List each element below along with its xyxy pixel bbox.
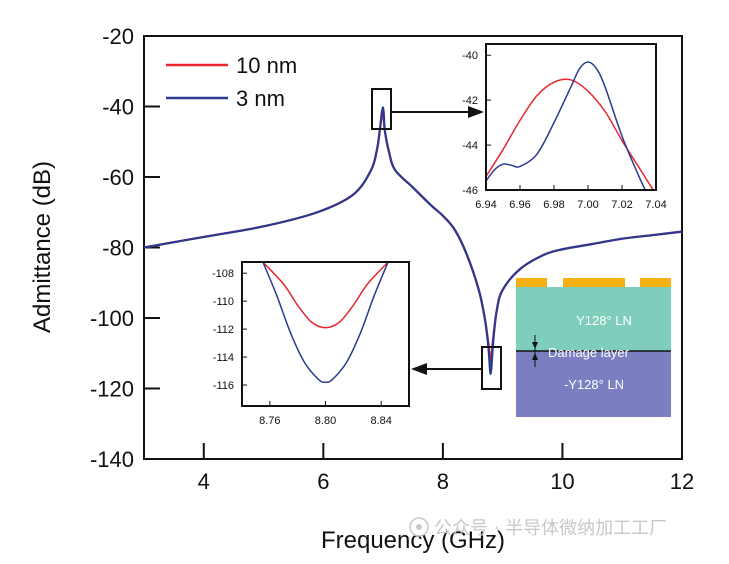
y-axis-label: Admittance (dB) — [29, 161, 56, 333]
main-xtick-label: 10 — [550, 469, 574, 494]
inset-bottom-ytick-label: -108 — [212, 268, 234, 280]
legend-label-3nm: 3 nm — [236, 86, 285, 111]
inset-bottom-plot: 8.76 8.80 8.84 -108 -110 -112 -114 -116 — [212, 261, 410, 427]
inset-bottom-background — [242, 262, 409, 406]
inset-top-ytick-label: -40 — [462, 50, 478, 62]
main-ytick-label: -20 — [102, 24, 134, 49]
inset-top-xtick-label: 6.98 — [543, 199, 564, 211]
main-xtick-label: 12 — [670, 469, 694, 494]
watermark-logo-dot-icon — [416, 524, 422, 530]
inset-top-xtick-label: 7.02 — [611, 199, 632, 211]
inset-top-ytick-label: -44 — [462, 140, 478, 152]
watermark-logo-icon — [409, 517, 429, 537]
inset-bottom-ytick-label: -112 — [213, 324, 234, 336]
inset-bottom-xtick-label: 8.80 — [315, 415, 336, 427]
main-xtick-label: 6 — [317, 469, 329, 494]
inset-bottom-lines — [262, 262, 389, 384]
main-ytick-label: -60 — [102, 165, 134, 190]
inset-top-frame — [485, 43, 657, 191]
watermark-text: 公众号 · 半导体微纳加工工厂 — [434, 518, 667, 539]
inset-bottom-series-3nm — [262, 262, 389, 384]
main-ytick-label: -120 — [90, 377, 134, 402]
inset-top-xtick-label: 6.94 — [475, 199, 496, 211]
main-xtick-label: 4 — [198, 469, 210, 494]
zoom-markers — [371, 88, 502, 390]
inset-top-plot: 6.94 6.96 6.98 7.00 7.02 7.04 -40 -42 -44 -46 — [462, 43, 667, 211]
main-series-3nm — [143, 106, 683, 375]
inset-bottom-series-10nm — [262, 262, 389, 329]
inset-bottom-xtick-label: 8.76 — [259, 415, 280, 427]
inset-bottom-xtick-label: 8.84 — [370, 415, 391, 427]
inset-bottom-ytick-label: -114 — [213, 352, 234, 364]
inset-top-ticks: 6.94 6.96 6.98 7.00 7.02 7.04 -40 -42 -44 -46 — [462, 50, 667, 211]
arrowhead-bottom-inset — [411, 363, 427, 375]
electrode-3 — [640, 278, 671, 287]
top-layer — [516, 287, 671, 351]
inset-top-xtick-label: 7.00 — [577, 199, 598, 211]
main-xtick-label: 8 — [437, 469, 449, 494]
inset-top-ytick-label: -42 — [462, 95, 478, 107]
inset-top-xtick-label: 7.04 — [645, 199, 666, 211]
layer-stack-diagram: Y128° LN Damage layer -Y128° LN — [516, 278, 671, 417]
electrode-2 — [563, 278, 625, 287]
watermark: 公众号 · 半导体微纳加工工厂 — [409, 517, 667, 539]
main-ytick-label: -140 — [90, 447, 134, 472]
damage-arrowhead-up — [532, 353, 538, 360]
inset-bottom-ytick-label: -110 — [213, 296, 234, 308]
legend: 10 nm 3 nm — [166, 53, 297, 111]
damage-layer-label: Damage layer — [548, 345, 630, 360]
arrowhead-top-inset — [468, 106, 484, 118]
inset-bottom-ticks: 8.76 8.80 8.84 -108 -110 -112 -114 -116 — [212, 268, 392, 427]
legend-label-10nm: 10 nm — [236, 53, 297, 78]
main-ytick-label: -80 — [102, 236, 134, 261]
main-ticks: 4 6 8 10 12 -20 -40 -60 -80 -100 -120 -140 — [90, 24, 694, 494]
inset-top-ytick-label: -46 — [462, 185, 478, 197]
main-ytick-label: -100 — [90, 306, 134, 331]
main-lines — [143, 106, 683, 375]
inset-top-lines — [486, 61, 655, 190]
inset-top-background — [486, 44, 656, 190]
main-plot: 4 6 8 10 12 -20 -40 -60 -80 -100 -120 -140 Frequenc… — [29, 24, 694, 554]
inset-top-series-3nm — [486, 61, 647, 190]
electrode-1 — [516, 278, 547, 287]
damage-arrowhead-down — [532, 342, 538, 349]
bottom-layer — [516, 351, 671, 417]
top-layer-label: Y128° LN — [576, 313, 632, 328]
inset-top-xtick-label: 6.96 — [509, 199, 530, 211]
x-axis-label: Frequency (GHz) — [321, 527, 505, 554]
main-ytick-label: -40 — [102, 95, 134, 120]
inset-bottom-ytick-label: -116 — [213, 380, 234, 392]
zoom-box-peak — [371, 88, 392, 130]
bottom-layer-label: -Y128° LN — [564, 377, 624, 392]
